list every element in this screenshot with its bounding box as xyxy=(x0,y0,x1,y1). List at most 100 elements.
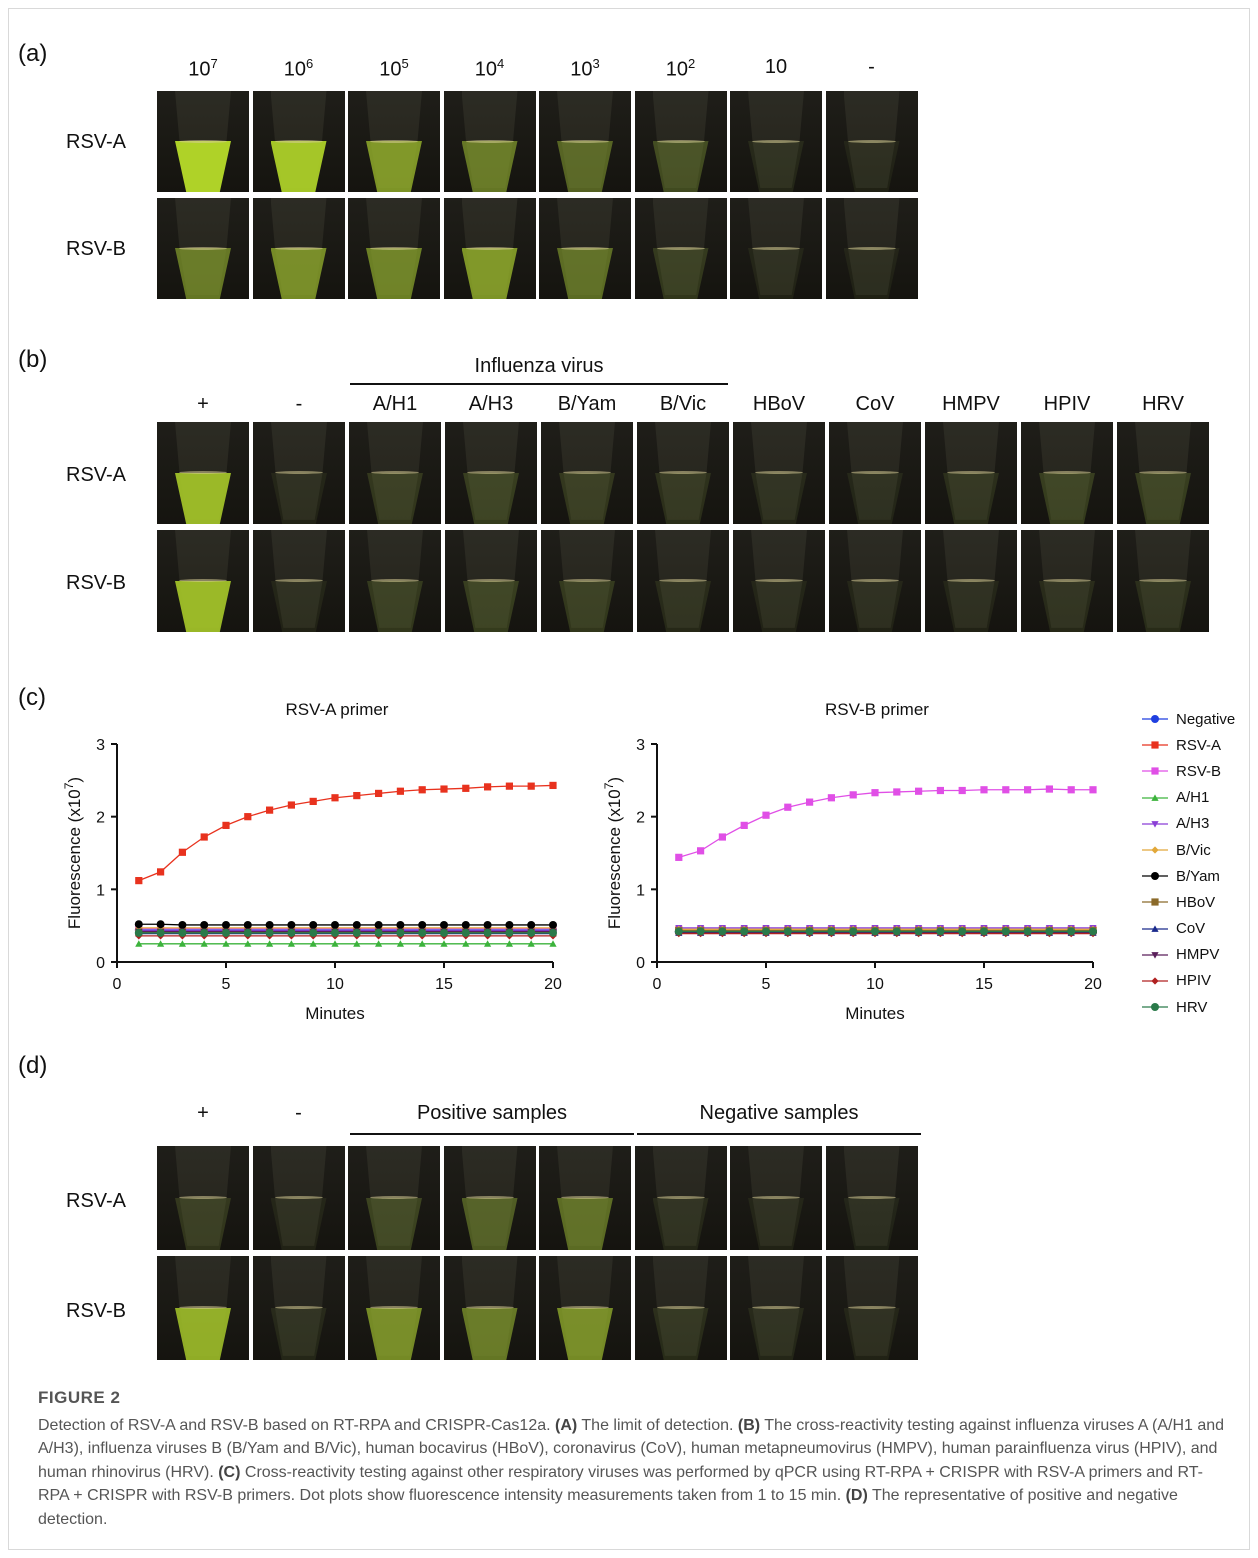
legend-swatch-marker xyxy=(1151,924,1159,932)
data-point-hrv xyxy=(1089,927,1097,936)
col-label-b-9: HPIV xyxy=(1043,393,1091,415)
tube-a-1-7 xyxy=(825,198,918,299)
data-point-a-h1 xyxy=(505,940,513,947)
col-label-b-0: + xyxy=(197,393,209,415)
col-label-a-2: 105 xyxy=(379,56,409,81)
data-point-hrv xyxy=(1001,927,1010,936)
legend-item-a-h1: A/H1 xyxy=(1140,785,1248,811)
caption-a-tag: (A) xyxy=(555,1416,578,1434)
data-point-a-h1 xyxy=(178,940,186,947)
data-point-hrv xyxy=(483,928,492,937)
row-label-b-rsv-a: RSV-A xyxy=(66,464,127,486)
tube-d-1-3 xyxy=(443,1256,536,1360)
tube-a-0-7 xyxy=(825,91,918,192)
tube-a-0-3 xyxy=(443,91,536,192)
tube-d-1-1 xyxy=(252,1256,345,1360)
legend-swatch-marker xyxy=(1151,846,1159,854)
row-label-d-rsv-b: RSV-B xyxy=(66,1300,127,1322)
data-point-b-yam xyxy=(396,920,405,929)
data-point-hrv xyxy=(156,928,165,937)
data-point-a-h1 xyxy=(222,940,230,947)
y-axis-label: Fluorescence (x107) xyxy=(602,777,624,929)
data-point-hrv xyxy=(331,928,339,937)
legend-item-b-vic: B/Vic xyxy=(1140,837,1248,863)
legend-swatch-marker xyxy=(1151,872,1159,881)
col-label-b-8: HMPV xyxy=(942,393,1000,415)
data-point-hrv xyxy=(936,927,945,936)
data-point-hrv xyxy=(718,927,727,936)
series-line-rsv-a xyxy=(138,784,554,882)
tube-b-0-7 xyxy=(829,422,921,524)
data-point-rsv-b xyxy=(827,794,835,802)
legend-swatch-marker xyxy=(1151,951,1159,959)
series-hrv xyxy=(134,928,557,937)
legend-swatch-rsv-a xyxy=(1142,741,1168,749)
series-hrv xyxy=(674,927,1097,936)
data-point-rsv-b xyxy=(893,788,901,796)
caption-d-tag: (D) xyxy=(845,1487,868,1504)
tube-d-1-6 xyxy=(730,1256,822,1360)
tube-b-1-3 xyxy=(445,530,537,632)
legend-swatch-a-h3 xyxy=(1142,820,1168,828)
tube-b-1-8 xyxy=(925,530,1017,632)
legend-item-b-yam: B/Yam xyxy=(1140,863,1248,889)
tube-b-1-7 xyxy=(829,530,921,632)
data-point-rsv-a xyxy=(353,791,361,800)
data-point-hrv xyxy=(696,927,705,936)
col-label-a-3: 104 xyxy=(474,56,505,81)
legend-label: HMPV xyxy=(1176,946,1220,964)
legend-item-negative: Negative xyxy=(1140,706,1248,732)
tube-b-0-1 xyxy=(253,422,345,524)
data-point-hrv xyxy=(200,928,209,937)
data-point-rsv-a xyxy=(375,789,383,798)
data-point-b-yam xyxy=(549,920,557,929)
y-tick-label: 1 xyxy=(96,882,105,899)
legend-swatch-b-vic xyxy=(1142,846,1168,854)
data-point-b-yam xyxy=(461,920,470,929)
legend-swatch-hbov xyxy=(1142,898,1168,907)
caption-intro: Detection of RSV-A and RSV-B based on RT… xyxy=(38,1416,556,1434)
x-tick-label: 0 xyxy=(113,976,122,993)
legend-item-hpiv: HPIV xyxy=(1140,968,1248,994)
data-point-hrv xyxy=(740,927,749,936)
legend-label: HPIV xyxy=(1176,972,1212,990)
legend-swatch-marker xyxy=(1151,898,1159,907)
data-point-hrv xyxy=(527,928,536,937)
tube-b-0-10 xyxy=(1117,422,1209,524)
legend-item-hmpv: HMPV xyxy=(1140,942,1248,968)
chart-title: RSV-B primer xyxy=(825,700,929,719)
panel-b-label: (b) xyxy=(18,346,48,373)
y-tick-label: 3 xyxy=(96,737,105,754)
data-point-rsv-b xyxy=(1045,785,1053,793)
tube-b-1-6 xyxy=(733,530,825,632)
legend-swatch-marker xyxy=(1151,1003,1159,1012)
data-point-b-yam xyxy=(265,920,274,929)
data-point-rsv-b xyxy=(1089,786,1097,794)
tube-d-1-7 xyxy=(825,1256,918,1360)
tube-a-1-0 xyxy=(157,198,249,299)
data-point-b-yam xyxy=(505,920,514,929)
legend-label: RSV-B xyxy=(1176,762,1222,780)
data-point-rsv-b xyxy=(1067,786,1075,794)
data-point-rsv-a xyxy=(178,848,186,856)
tube-a-0-5 xyxy=(634,91,727,192)
data-point-b-yam xyxy=(222,920,230,929)
data-point-a-h1 xyxy=(244,940,252,947)
x-axis-label: Minutes xyxy=(305,1004,365,1023)
legend-label: A/H1 xyxy=(1176,789,1210,807)
legend-swatch-hpiv xyxy=(1142,977,1168,985)
data-point-rsv-a xyxy=(157,868,165,876)
data-point-a-h1 xyxy=(157,940,165,947)
x-tick-label: 0 xyxy=(653,976,662,993)
legend-swatch-marker xyxy=(1151,767,1159,776)
data-point-b-yam xyxy=(178,920,187,929)
tube-d-0-5 xyxy=(634,1146,727,1250)
legend-item-hrv: HRV xyxy=(1140,994,1248,1020)
col-label-b-3: A/H3 xyxy=(468,393,514,415)
data-point-rsv-a xyxy=(309,797,317,806)
data-point-rsv-a xyxy=(484,783,492,791)
chart-rsv-a-primer: RSV-A primer 0 1 2 3 0 5 10 15 20 Minutes Fluoresce… xyxy=(62,700,562,1023)
tube-b-1-4 xyxy=(541,530,633,632)
col-label-a-6: 10 xyxy=(764,56,788,78)
positive-samples-label: Positive samples xyxy=(416,1102,568,1124)
